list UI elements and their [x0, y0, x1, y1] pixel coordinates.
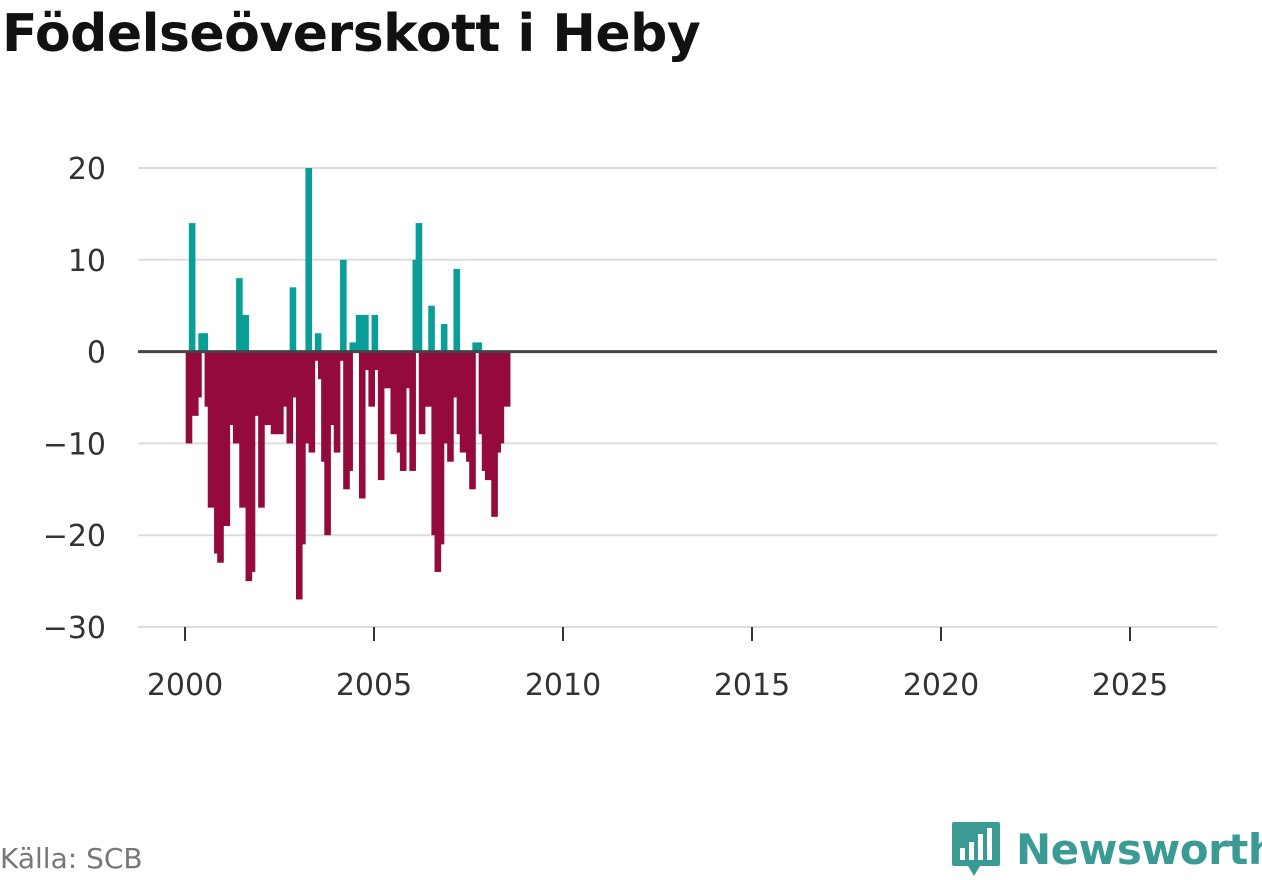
- bar: [324, 351, 331, 536]
- x-tick-label: 2010: [525, 668, 601, 703]
- bar: [333, 351, 341, 453]
- bar: [428, 305, 435, 352]
- bar: [258, 351, 265, 508]
- bar: [236, 278, 243, 352]
- bar: [371, 314, 379, 352]
- bar: [239, 351, 246, 508]
- bar: [188, 223, 196, 352]
- bar: [195, 351, 202, 398]
- bar: [311, 351, 319, 361]
- bar: [475, 342, 483, 352]
- bar: [450, 351, 457, 398]
- bar: [302, 351, 309, 444]
- x-axis-ticks: 2000 2005 2010 2015 2020 2025: [147, 627, 1168, 703]
- x-tick-label: 2015: [714, 668, 790, 703]
- bar: [453, 268, 461, 352]
- bar: [503, 351, 511, 407]
- y-tick-label: −30: [43, 611, 106, 646]
- brand: Newsworthy: [950, 818, 1262, 880]
- bar: [289, 287, 297, 352]
- bar: [308, 351, 316, 453]
- bar: [358, 351, 366, 499]
- bar: [232, 351, 240, 444]
- y-tick-label: −10: [43, 427, 106, 462]
- x-tick-label: 2000: [147, 668, 223, 703]
- chart-title: Födelseöverskott i Heby: [2, 4, 701, 64]
- bar: [264, 351, 272, 426]
- bar: [346, 351, 353, 471]
- bar: [425, 351, 432, 407]
- bar: [340, 259, 347, 352]
- x-tick-label: 2025: [1092, 668, 1168, 703]
- bar: [399, 351, 407, 471]
- bar: [415, 223, 423, 352]
- bar: [217, 351, 224, 563]
- bar: [497, 351, 505, 444]
- bars: [185, 168, 511, 600]
- bar: [305, 168, 312, 352]
- gridlines: [138, 167, 1217, 628]
- y-axis-ticks: 20 10 0 −10 −20 −30: [43, 152, 106, 646]
- bar: [242, 314, 249, 352]
- bar: [314, 333, 322, 352]
- bar: [469, 351, 476, 490]
- bar: [336, 351, 344, 361]
- bar: [248, 351, 256, 572]
- bar: [447, 351, 454, 462]
- newsworthy-logo-icon: [952, 822, 1000, 876]
- bar: [437, 351, 445, 545]
- bar: [201, 333, 209, 352]
- y-tick-label: −20: [43, 519, 106, 554]
- bar: [368, 351, 375, 407]
- x-tick-label: 2020: [903, 668, 979, 703]
- y-tick-label: 10: [68, 244, 106, 279]
- x-tick-label: 2005: [336, 668, 412, 703]
- y-tick-label: 20: [68, 152, 106, 187]
- brand-name: Newsworthy: [1016, 824, 1262, 874]
- y-tick-label: 0: [87, 336, 106, 371]
- axes: [138, 350, 1217, 628]
- bar: [384, 351, 391, 389]
- source-note: Källa: SCB: [0, 842, 143, 875]
- bar: [440, 324, 448, 352]
- bar: [185, 351, 193, 444]
- bar: [286, 351, 294, 444]
- bar: [377, 351, 385, 481]
- bar: [251, 351, 259, 416]
- bar: [223, 351, 231, 527]
- bar: [409, 351, 416, 471]
- bar: [362, 314, 369, 352]
- bar: [299, 351, 306, 545]
- bar: [355, 314, 363, 352]
